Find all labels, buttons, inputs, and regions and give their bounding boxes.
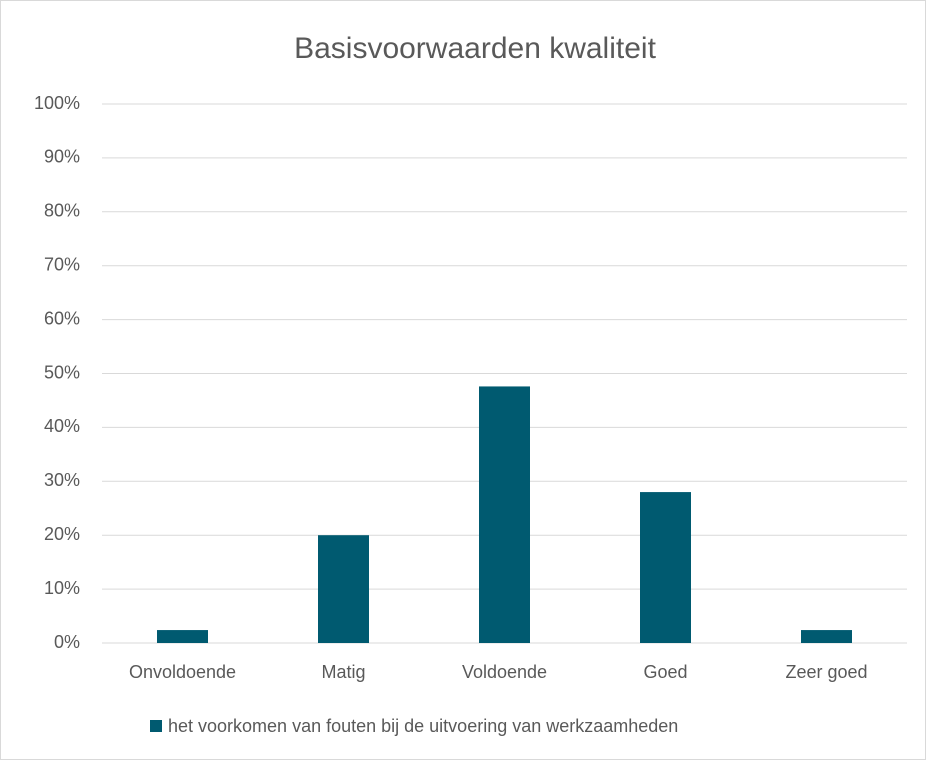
y-tick-label: 90% [44, 147, 80, 167]
y-tick-label: 60% [44, 308, 80, 328]
y-tick-label: 30% [44, 470, 80, 490]
y-tick-label: 80% [44, 201, 80, 221]
y-tick-label: 10% [44, 578, 80, 598]
bar [157, 630, 208, 643]
legend-swatch [150, 720, 162, 732]
y-tick-label: 70% [44, 254, 80, 274]
y-tick-label: 100% [34, 93, 80, 113]
bar [640, 492, 691, 643]
x-tick-label: Onvoldoende [129, 662, 236, 682]
x-tick-label: Zeer goed [785, 662, 867, 682]
x-tick-label: Goed [643, 662, 687, 682]
y-tick-label: 20% [44, 524, 80, 544]
y-tick-label: 40% [44, 416, 80, 436]
y-tick-label: 50% [44, 362, 80, 382]
bar [318, 535, 369, 643]
bar [801, 630, 852, 643]
bar [479, 386, 530, 643]
legend-label: het voorkomen van fouten bij de uitvoeri… [168, 716, 678, 736]
y-tick-label: 0% [54, 632, 80, 652]
x-tick-label: Matig [321, 662, 365, 682]
x-tick-label: Voldoende [462, 662, 547, 682]
chart-title: Basisvoorwaarden kwaliteit [294, 32, 656, 65]
